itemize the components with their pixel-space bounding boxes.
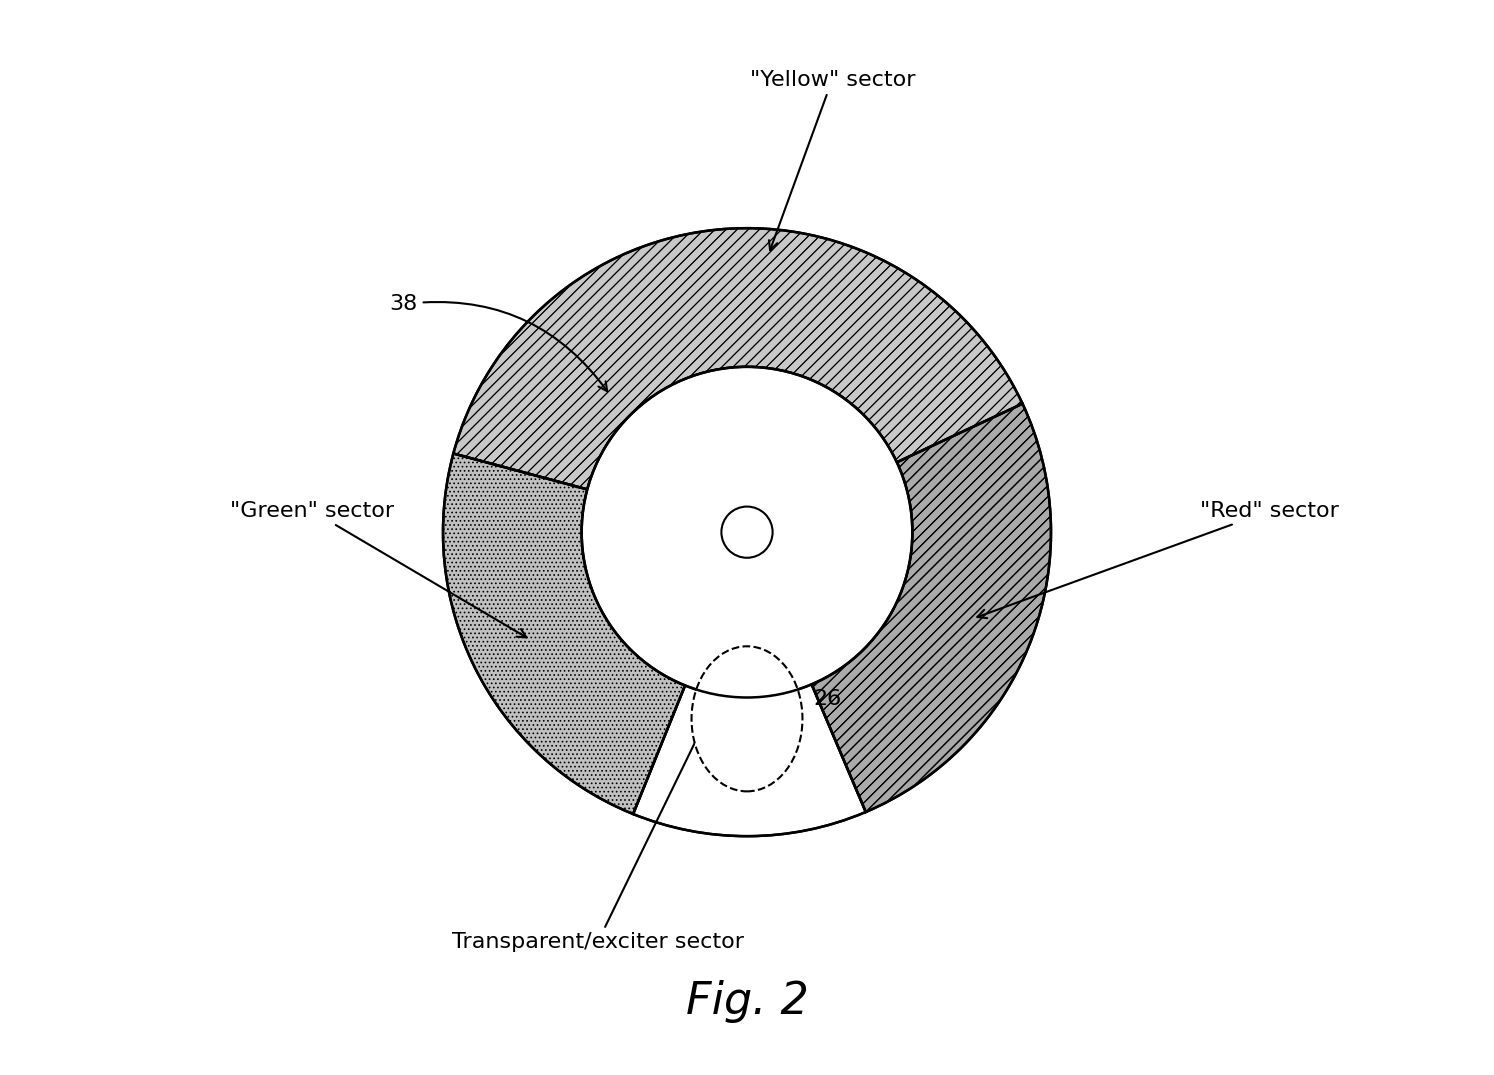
Wedge shape: [453, 228, 1022, 532]
Wedge shape: [444, 454, 747, 814]
Wedge shape: [633, 532, 867, 836]
Wedge shape: [747, 404, 1050, 812]
Text: Transparent/exciter sector: Transparent/exciter sector: [451, 641, 746, 952]
Text: "Green" sector: "Green" sector: [230, 501, 526, 637]
Circle shape: [581, 367, 913, 698]
Wedge shape: [587, 367, 896, 532]
Ellipse shape: [692, 646, 802, 791]
Text: 38: 38: [390, 295, 607, 391]
Wedge shape: [686, 532, 811, 698]
Wedge shape: [747, 462, 913, 685]
Text: Fig. 2: Fig. 2: [686, 980, 808, 1023]
Text: "Yellow" sector: "Yellow" sector: [750, 70, 916, 250]
Circle shape: [722, 506, 772, 558]
Wedge shape: [581, 489, 747, 686]
Text: 26: 26: [813, 689, 841, 710]
Text: "Red" sector: "Red" sector: [977, 501, 1339, 618]
